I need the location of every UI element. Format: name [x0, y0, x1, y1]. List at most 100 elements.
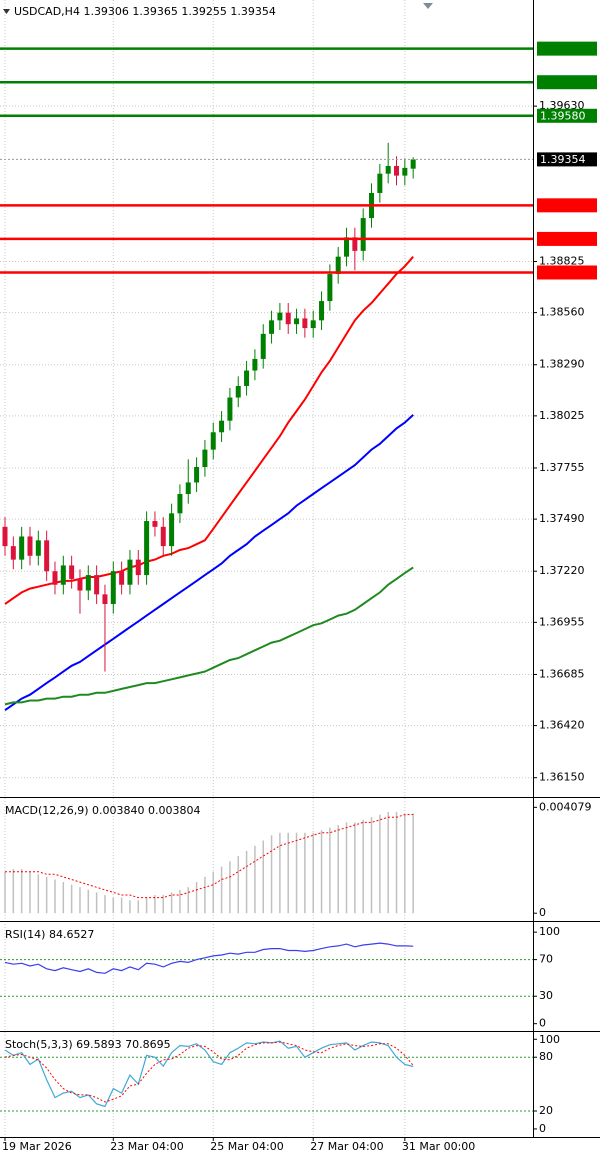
- candle-body: [302, 318, 308, 329]
- candle-body: [410, 159, 416, 169]
- candle-body: [160, 526, 166, 547]
- candle-body: [77, 578, 83, 591]
- moving-average: [4, 566, 414, 706]
- candle-body: [235, 385, 241, 398]
- x-tick-label: 31 Mar 00:00: [402, 1140, 475, 1153]
- y-tick-label: 1.36685: [539, 667, 585, 680]
- candle-body: [19, 536, 25, 560]
- y-tick-label: 1.36420: [539, 719, 585, 732]
- title-arrow: [3, 9, 10, 14]
- y-tick-label: 1.38825: [539, 254, 585, 267]
- x-tick-label: 23 Mar 04:00: [110, 1140, 183, 1153]
- candle-body: [10, 546, 16, 560]
- level-label-box: [537, 75, 597, 90]
- level-label-box: [537, 198, 597, 213]
- panel-title: RSI(14) 84.6527: [5, 928, 94, 941]
- candle-body: [394, 165, 400, 176]
- candle-body: [402, 167, 408, 176]
- candle-body: [260, 333, 266, 359]
- stoch-signal: [4, 1041, 414, 1103]
- panel-title: USDCAD,H4 1.39306 1.39365 1.39255 1.3935…: [14, 5, 276, 18]
- candle-body: [202, 449, 208, 468]
- panel-title: MACD(12,26,9) 0.003840 0.003804: [5, 804, 201, 817]
- panel-title: Stoch(5,3,3) 69.5893 70.8695: [5, 1038, 171, 1051]
- candle-body: [52, 571, 58, 585]
- level-label: 1.39580: [540, 109, 586, 122]
- last-price-label: 1.39354: [540, 153, 586, 166]
- y-tick-label: 1.38025: [539, 409, 585, 422]
- y-tick-label: 0: [539, 906, 546, 919]
- candle-body: [94, 575, 100, 595]
- y-tick-label: 100: [539, 925, 560, 938]
- candle-body: [60, 565, 66, 585]
- level-label-box: [537, 41, 597, 56]
- level-label-box: [537, 231, 597, 246]
- candle-body: [294, 318, 300, 325]
- candle-body: [177, 494, 183, 514]
- candle-body: [310, 320, 316, 329]
- y-tick-label: 0.004079: [539, 800, 592, 813]
- level-label-box: [537, 108, 597, 123]
- y-tick-label: 1.37755: [539, 461, 585, 474]
- candle-body: [269, 320, 275, 334]
- y-tick-label: 100: [539, 1033, 560, 1046]
- y-tick-label: 1.36150: [539, 771, 585, 784]
- y-tick-label: 80: [539, 1050, 553, 1063]
- moving-average: [4, 414, 414, 712]
- y-tick-label: 20: [539, 1104, 553, 1117]
- candle-body: [360, 218, 366, 251]
- candle-body: [219, 420, 225, 433]
- x-tick-label: 25 Mar 04:00: [210, 1140, 283, 1153]
- moving-average: [4, 256, 414, 605]
- candle-body: [285, 312, 291, 325]
- y-tick-label: 1.36955: [539, 615, 585, 628]
- candle-body: [169, 513, 175, 547]
- candle-body: [327, 274, 333, 302]
- candle-body: [385, 165, 391, 174]
- candle-body: [102, 594, 108, 605]
- candle-body: [135, 559, 141, 576]
- candle-body: [344, 237, 350, 257]
- candle-body: [352, 237, 358, 251]
- candle-body: [277, 312, 283, 321]
- last-price-box: [537, 152, 597, 167]
- candle-body: [44, 540, 50, 572]
- candle-body: [252, 358, 258, 371]
- x-tick-label: 27 Mar 04:00: [310, 1140, 383, 1153]
- y-tick-label: 70: [539, 953, 553, 966]
- candle-body: [119, 571, 125, 585]
- y-tick-label: 1.37490: [539, 512, 585, 525]
- y-tick-label: 0: [539, 1017, 546, 1030]
- y-tick-label: 1.37220: [539, 564, 585, 577]
- candle-body: [69, 565, 75, 579]
- candle-body: [194, 467, 200, 483]
- candle-body: [85, 575, 91, 591]
- candle-body: [210, 432, 216, 450]
- candle-body: [144, 521, 150, 576]
- candle-body: [110, 571, 116, 605]
- y-tick-label: 1.38560: [539, 306, 585, 319]
- rsi-line: [4, 942, 414, 974]
- y-tick-label: 0: [539, 1122, 546, 1135]
- candle-body: [2, 526, 8, 547]
- candle-body: [152, 521, 158, 527]
- level-label-box: [537, 265, 597, 280]
- candle-body: [335, 256, 341, 275]
- candle-body: [377, 173, 383, 193]
- shift-marker: [423, 3, 433, 9]
- candle-body: [185, 482, 191, 495]
- stoch-main: [4, 1040, 414, 1108]
- candle-body: [319, 301, 325, 321]
- y-tick-label: 30: [539, 989, 553, 1002]
- candle-body: [227, 397, 233, 421]
- x-tick-label: 19 Mar 2026: [2, 1140, 72, 1153]
- candle-body: [27, 536, 33, 556]
- candle-body: [244, 370, 250, 386]
- macd-signal: [5, 814, 414, 899]
- y-tick-label: 1.38290: [539, 358, 585, 371]
- candle-body: [35, 540, 41, 556]
- candle-body: [127, 559, 133, 585]
